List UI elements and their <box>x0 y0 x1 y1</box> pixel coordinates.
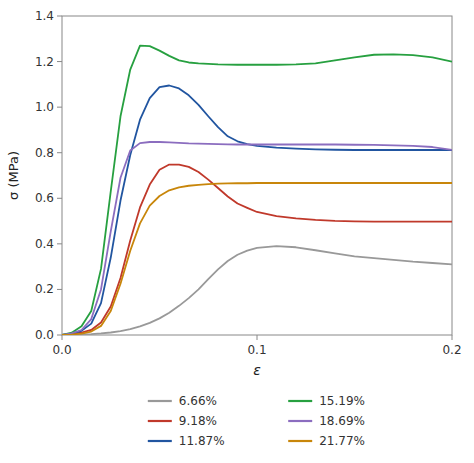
x-axis-label: ε <box>253 362 261 378</box>
legend-label: 9.18% <box>179 414 217 428</box>
x-tick-label: 0.0 <box>52 343 71 357</box>
legend: 6.66% 9.18% 11.87% 15.19% 18.69% 21.77% <box>148 394 365 448</box>
legend-swatch <box>288 440 312 442</box>
legend-swatch <box>288 420 312 422</box>
x-tick-label: 0.2 <box>442 343 461 357</box>
plot-area <box>62 46 452 335</box>
series-line <box>62 246 452 335</box>
y-tick-label: 0.6 <box>35 191 54 205</box>
y-tick-label: 1.4 <box>35 9 54 23</box>
y-tick-label: 1.0 <box>35 100 54 114</box>
y-tick <box>57 61 62 62</box>
y-tick <box>57 243 62 244</box>
series-line <box>62 183 452 335</box>
legend-label: 6.66% <box>179 394 217 408</box>
x-tick-label: 0.1 <box>247 343 266 357</box>
legend-swatch <box>148 420 172 422</box>
y-tick <box>57 289 62 290</box>
y-tick <box>57 152 62 153</box>
y-tick <box>57 198 62 199</box>
legend-swatch <box>288 400 312 402</box>
y-tick <box>57 107 62 108</box>
y-axis-label: σ (MPa) <box>6 151 21 200</box>
series-line <box>62 165 452 335</box>
legend-label: 11.87% <box>179 434 225 448</box>
y-tick-label: 0.0 <box>35 328 54 342</box>
x-tick <box>257 335 258 340</box>
y-tick <box>57 16 62 17</box>
legend-label: 18.69% <box>319 414 365 428</box>
series-line <box>62 142 452 335</box>
y-tick-label: 0.2 <box>35 282 54 296</box>
legend-swatch <box>148 400 172 402</box>
y-tick-label: 0.4 <box>35 237 54 251</box>
legend-label: 21.77% <box>319 434 365 448</box>
legend-swatch <box>148 440 172 442</box>
plot-frame <box>62 16 452 335</box>
x-tick <box>62 335 63 340</box>
y-tick-label: 0.8 <box>35 146 54 160</box>
legend-label: 15.19% <box>319 394 365 408</box>
y-tick-label: 1.2 <box>35 55 54 69</box>
y-tick <box>57 335 62 336</box>
x-tick <box>452 335 453 340</box>
chart: 0.0 0.1 0.2 0.0 0.2 0.4 0.6 0.8 1.0 1.2 1.4 ε σ (MPa… <box>0 0 474 463</box>
series-line <box>62 46 452 335</box>
